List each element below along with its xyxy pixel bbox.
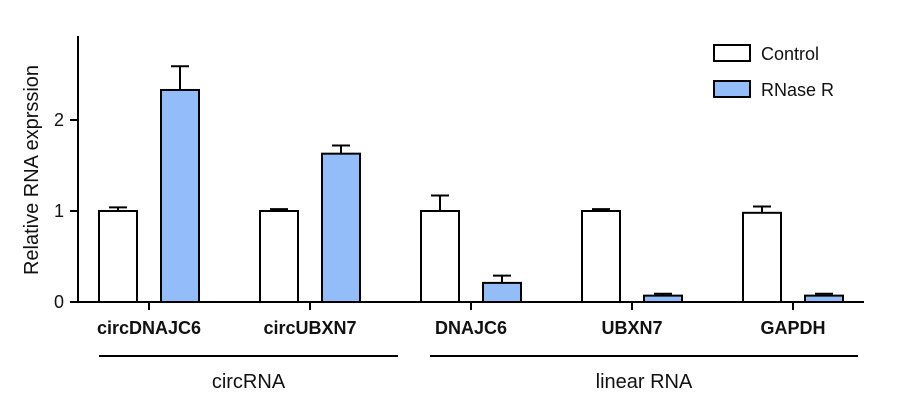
y-tick-label: 0 (54, 292, 64, 312)
legend-label-rnase-r: RNase R (761, 80, 834, 100)
x-category-label: GAPDH (760, 318, 825, 338)
bar-control (98, 210, 138, 303)
x-category-label: DNAJC6 (435, 318, 507, 338)
bar-rnase-r (160, 88, 200, 303)
legend-swatch-rnase-r (713, 80, 751, 98)
bar-control (581, 210, 621, 303)
legend-swatch-control (713, 44, 751, 62)
bar-control (420, 210, 460, 303)
bar-control (259, 210, 299, 303)
y-tick-label: 2 (54, 110, 64, 130)
y-ticks: 0 1 2 (54, 110, 78, 312)
x-category-labels: circDNAJC6 circUBXN7 DNAJC6 UBXN7 GAPDH (97, 302, 826, 338)
bar-control (742, 211, 782, 304)
group-brackets: circRNA linear RNA (99, 355, 858, 393)
x-category-label: circUBXN7 (263, 318, 356, 338)
bar-rnase-r (321, 152, 361, 303)
bar-rnase-r (482, 281, 522, 304)
bars (98, 65, 844, 304)
y-tick-label: 1 (54, 201, 64, 221)
legend: Control RNase R (713, 44, 834, 100)
x-category-label: circDNAJC6 (97, 318, 201, 338)
bar-rnase-r (643, 294, 683, 304)
y-axis-label: Relative RNA exprssion (21, 65, 43, 275)
legend-label-control: Control (761, 44, 819, 64)
x-category-label: UBXN7 (601, 318, 662, 338)
bar-rnase-r (804, 294, 844, 304)
group-label: circRNA (212, 371, 286, 393)
group-label: linear RNA (596, 371, 693, 393)
